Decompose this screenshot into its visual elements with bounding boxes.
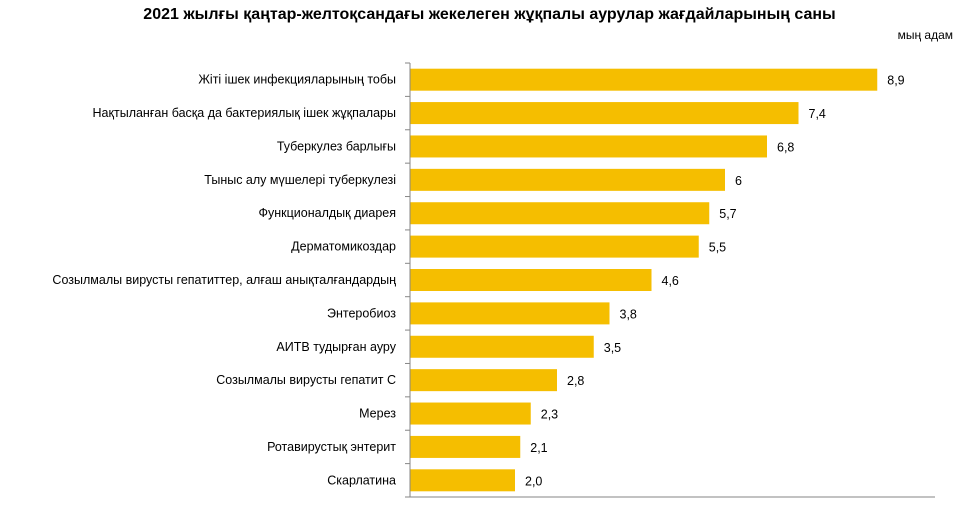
bar [410,135,767,158]
category-label: Мерез [359,407,396,421]
bar [410,235,699,258]
category-label: Нақтыланған басқа да бактериялық ішек жұ… [93,106,396,120]
unit-label: мың адам [897,28,953,42]
data-label: 2,8 [567,374,584,388]
category-label: Дерматомикоздар [291,240,396,254]
bar [410,435,521,458]
chart-title: 2021 жылғы қаңтар-желтоқсандағы жекелеге… [143,6,836,23]
data-label: 2,0 [525,474,542,488]
category-label: Энтеробиоз [327,306,396,320]
category-label: Функционалдық диарея [259,206,397,220]
data-label: 5,7 [719,207,736,221]
data-label: 8,9 [887,74,904,88]
bar [410,369,557,392]
bar [410,102,799,125]
category-label: Созылмалы вирусты гепатит С [216,373,396,387]
bar [410,168,725,191]
data-label: 5,5 [709,241,726,255]
bar [410,469,515,492]
category-label: АИТВ тудырған ауру [276,340,396,354]
bar [410,269,652,291]
category-label: Жіті ішек инфекцияларының тобы [198,73,396,87]
category-label: Тыныс алу мүшелері туберкулезі [204,173,396,187]
data-label: 3,8 [620,307,637,321]
category-label: Ротавирустық энтерит [267,440,396,454]
data-label: 2,1 [530,441,547,455]
data-label: 7,4 [809,107,826,121]
bar [410,402,531,425]
data-label: 4,6 [662,274,679,288]
bar [410,68,878,91]
bar [410,302,610,325]
bar [410,335,594,358]
data-label: 6,8 [777,140,794,154]
category-label: Скарлатина [327,473,396,487]
data-label: 3,5 [604,341,621,355]
category-label: Туберкулез барлығы [277,139,396,153]
data-label: 2,3 [541,408,558,422]
data-label: 6 [735,174,742,188]
category-label: Созылмалы вирусты гепатиттер, алғаш анық… [52,273,396,287]
bar [410,202,710,225]
